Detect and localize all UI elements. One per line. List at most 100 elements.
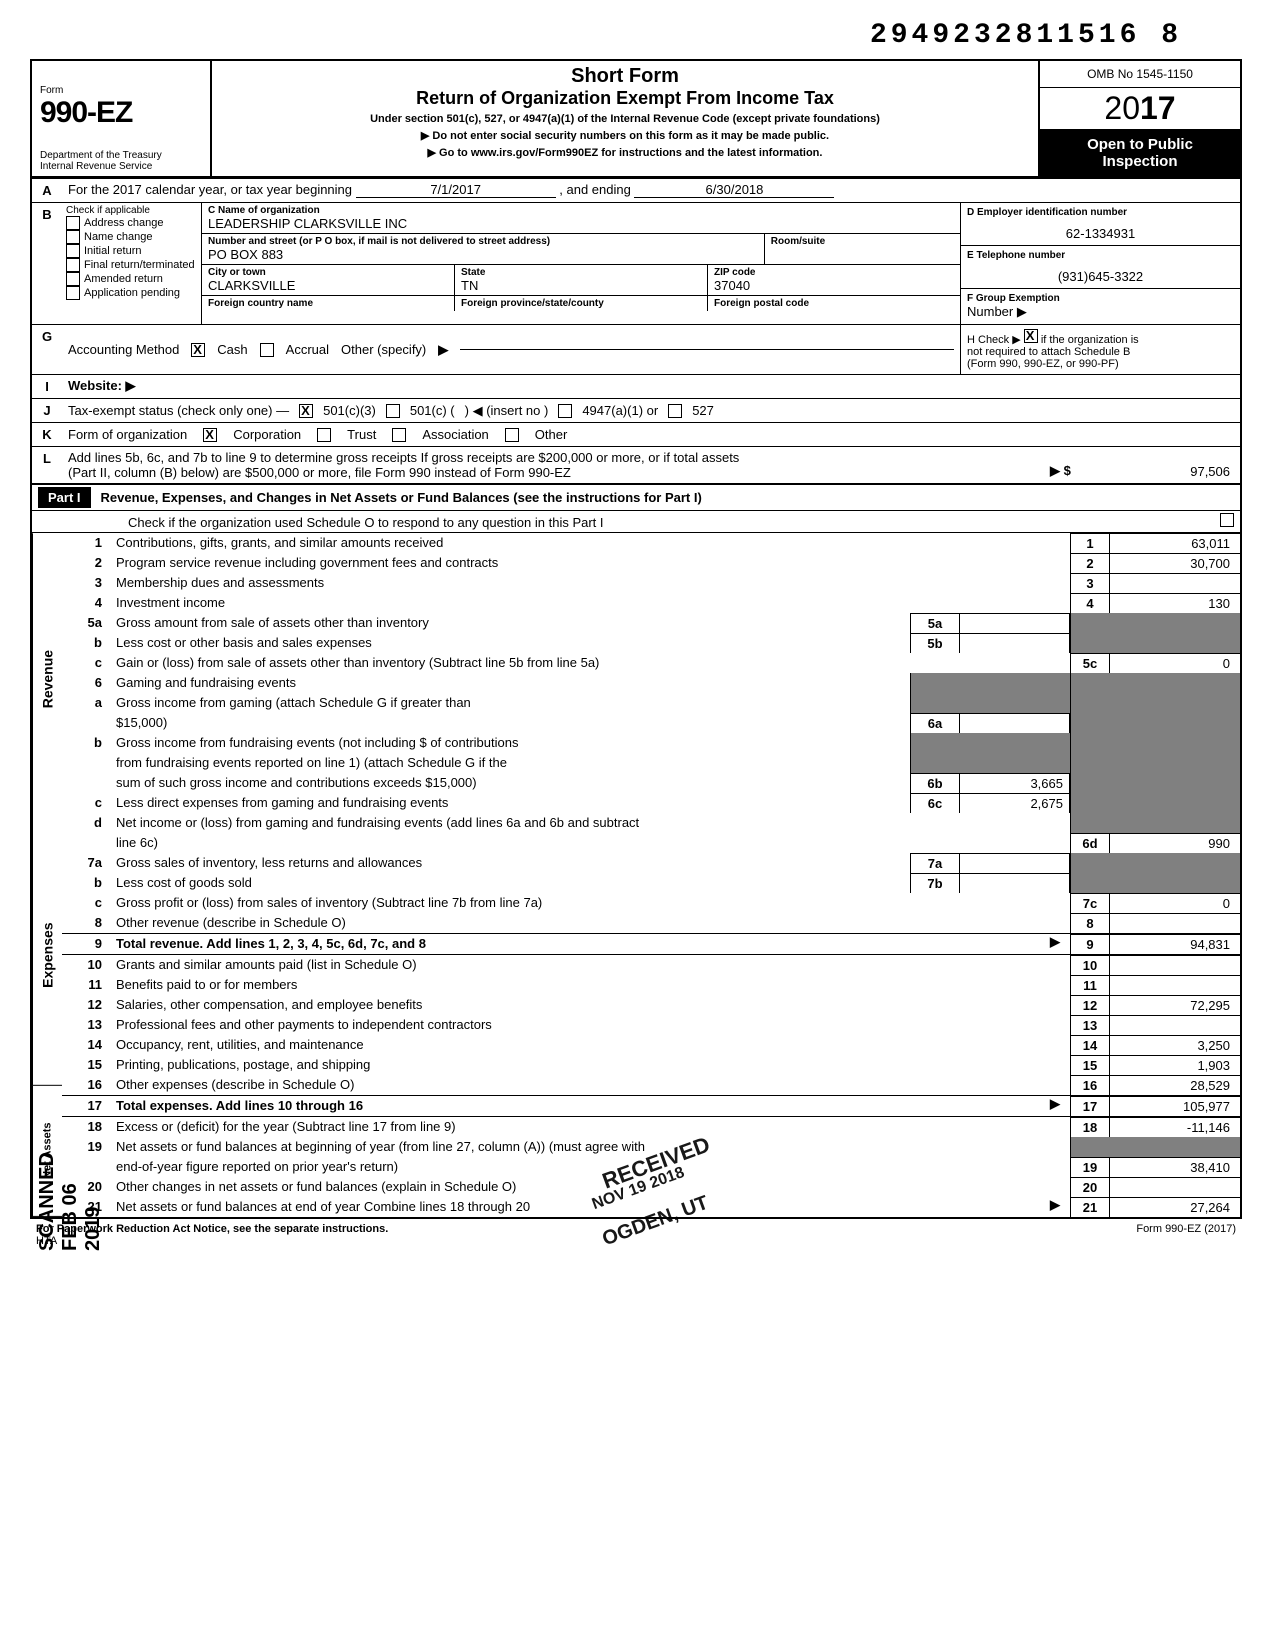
open-to-public: Open to Public Inspection	[1040, 130, 1240, 176]
line-l: L Add lines 5b, 6c, and 7b to line 9 to …	[30, 447, 1242, 485]
zip-value: 37040	[714, 278, 954, 293]
city-label: City or town	[208, 267, 448, 278]
line-4: 4 Investment income 4 130	[62, 593, 1240, 613]
checkbox-initial[interactable]	[66, 244, 80, 258]
line-7b: b Less cost of goods sold 7b	[62, 873, 1240, 893]
arrow-icon: ▶ $	[1050, 463, 1071, 479]
line-5b: b Less cost or other basis and sales exp…	[62, 633, 1240, 653]
line-5a: 5a Gross amount from sale of assets othe…	[62, 613, 1240, 633]
checkbox-4947[interactable]	[558, 404, 572, 418]
city-value: CLARKSVILLE	[208, 278, 448, 293]
checkbox-527[interactable]	[668, 404, 682, 418]
state-label: State	[461, 267, 701, 278]
line-19: 19 Net assets or fund balances at beginn…	[62, 1137, 1240, 1157]
part-1-label: Part I	[38, 487, 91, 508]
subtitle: Under section 501(c), 527, or 4947(a)(1)…	[220, 113, 1030, 125]
ein-label: D Employer identification number	[967, 207, 1234, 218]
line-7a: 7a Gross sales of inventory, less return…	[62, 853, 1240, 873]
part-1-check-text: Check if the organization used Schedule …	[128, 515, 604, 530]
line-13: 13 Professional fees and other payments …	[62, 1015, 1240, 1035]
line-6b-2: from fundraising events reported on line…	[62, 753, 1240, 773]
checkbox-name[interactable]	[66, 230, 80, 244]
checkbox-501c[interactable]	[386, 404, 400, 418]
foreign-country-label: Foreign country name	[208, 298, 448, 309]
checkbox-pending[interactable]	[66, 286, 80, 300]
foreign-province-label: Foreign province/state/county	[461, 298, 701, 309]
omb-cell: OMB No 1545-1150 2017 Open to Public Ins…	[1040, 61, 1240, 176]
line-6b: b Gross income from fundraising events (…	[62, 733, 1240, 753]
checkbox-501c3[interactable]	[299, 404, 313, 418]
goto: ▶ Go to www.irs.gov/Form990EZ for instru…	[220, 146, 1030, 159]
street-value: PO BOX 883	[208, 247, 758, 262]
line-2: 2 Program service revenue including gove…	[62, 553, 1240, 573]
phone-label: E Telephone number	[967, 250, 1234, 261]
gross-receipts: 97,506	[1190, 464, 1230, 479]
line-19-2: end-of-year figure reported on prior yea…	[62, 1157, 1240, 1177]
org-name-label: C Name of organization	[208, 205, 954, 216]
line-i: I Website: ▶	[30, 375, 1242, 399]
group-exempt-number: Number ▶	[967, 304, 1234, 320]
checkbox-schedule-o[interactable]	[1220, 513, 1234, 527]
checkbox-trust[interactable]	[317, 428, 331, 442]
revenue-label: Revenue	[32, 533, 62, 825]
checkbox-accrual[interactable]	[260, 343, 274, 357]
section-h: H Check ▶ if the organization is not req…	[960, 325, 1240, 374]
line-a-content: For the 2017 calendar year, or tax year …	[62, 179, 1240, 202]
line-a: A For the 2017 calendar year, or tax yea…	[30, 179, 1242, 203]
letter-a: A	[32, 179, 62, 202]
accounting-method-label: Accounting Method	[68, 342, 179, 357]
identity-block: B Check if applicable Address change Nam…	[30, 203, 1242, 325]
letter-j: J	[32, 399, 62, 422]
line-14: 14 Occupancy, rent, utilities, and maint…	[62, 1035, 1240, 1055]
line-12: 12 Salaries, other compensation, and emp…	[62, 995, 1240, 1015]
tax-year: 2017	[1040, 88, 1240, 130]
line-11: 11 Benefits paid to or for members 11	[62, 975, 1240, 995]
state-value: TN	[461, 278, 701, 293]
line-5c: c Gain or (loss) from sale of assets oth…	[62, 653, 1240, 673]
dept-treasury: Department of the Treasury Internal Reve…	[40, 150, 162, 172]
checkbox-schedule-b[interactable]	[1024, 329, 1038, 343]
line-7c: c Gross profit or (loss) from sales of i…	[62, 893, 1240, 913]
document-number: 2949232811516 8	[30, 20, 1242, 51]
checkbox-final[interactable]	[66, 258, 80, 272]
line-6c: c Less direct expenses from gaming and f…	[62, 793, 1240, 813]
org-name: LEADERSHIP CLARKSVILLE INC	[208, 216, 954, 231]
title-short: Short Form	[220, 65, 1030, 88]
expenses-label: Expenses	[32, 825, 62, 1086]
checkbox-address[interactable]	[66, 216, 80, 230]
room-label: Room/suite	[771, 236, 954, 247]
line-k: K Form of organization Corporation Trust…	[30, 423, 1242, 447]
line-6: 6 Gaming and fundraising events	[62, 673, 1240, 693]
ein-value: 62-1334931	[967, 226, 1234, 241]
line-6a-2: $15,000) 6a	[62, 713, 1240, 733]
line-3: 3 Membership dues and assessments 3	[62, 573, 1240, 593]
checkbox-assoc[interactable]	[392, 428, 406, 442]
form-number: 990-EZ	[40, 96, 202, 130]
checkbox-cash[interactable]	[191, 343, 205, 357]
line-8: 8 Other revenue (describe in Schedule O)…	[62, 913, 1240, 933]
lines-table: Revenue Expenses Net Assets 1 Contributi…	[30, 533, 1242, 1219]
line-20: 20 Other changes in net assets or fund b…	[62, 1177, 1240, 1197]
letter-i: I	[32, 375, 62, 398]
checkbox-column: Check if applicable Address change Name …	[62, 203, 202, 324]
checkbox-corp[interactable]	[203, 428, 217, 442]
letter-k: K	[32, 423, 62, 446]
right-column: D Employer identification number 62-1334…	[960, 203, 1240, 324]
line-9: 9 Total revenue. Add lines 1, 2, 3, 4, 5…	[62, 933, 1240, 955]
checkbox-other-org[interactable]	[505, 428, 519, 442]
line-21: 21 Net assets or fund balances at end of…	[62, 1197, 1240, 1217]
part-1-header: Part I Revenue, Expenses, and Changes in…	[30, 485, 1242, 511]
line-15: 15 Printing, publications, postage, and …	[62, 1055, 1240, 1075]
form-prefix: Form	[40, 85, 202, 96]
org-identity: C Name of organization LEADERSHIP CLARKS…	[202, 203, 960, 324]
line-6a: a Gross income from gaming (attach Sched…	[62, 693, 1240, 713]
line-1: 1 Contributions, gifts, grants, and simi…	[62, 533, 1240, 553]
part-1-check-row: Check if the organization used Schedule …	[30, 511, 1242, 533]
omb-number: OMB No 1545-1150	[1040, 61, 1240, 88]
line-6b-3: sum of such gross income and contributio…	[62, 773, 1240, 793]
checkbox-amended[interactable]	[66, 272, 80, 286]
line-6d-2: line 6c) 6d 990	[62, 833, 1240, 853]
letter-b: B	[32, 203, 62, 324]
title-cell: Short Form Return of Organization Exempt…	[212, 61, 1040, 176]
phone-value: (931)645-3322	[967, 269, 1234, 284]
